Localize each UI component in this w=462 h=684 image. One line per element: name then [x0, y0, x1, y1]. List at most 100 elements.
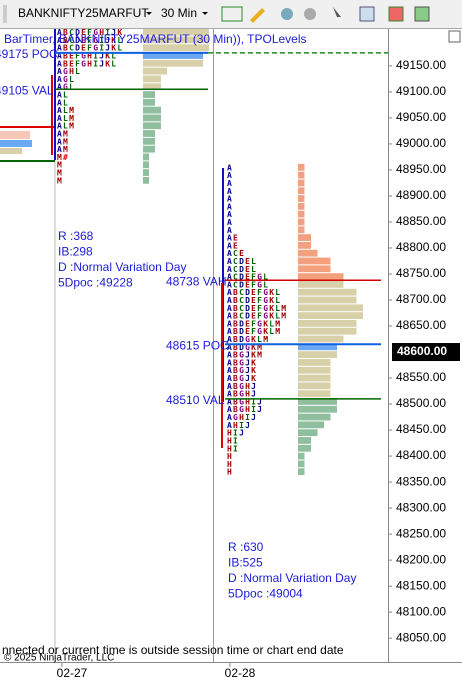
tpo-letters: H	[227, 452, 233, 461]
tpo-letters: ABCDEFGKLM	[227, 303, 287, 312]
y-tick-label: 48800.00	[396, 240, 446, 254]
y-tick-label: 48100.00	[396, 604, 446, 618]
profile-bar	[143, 130, 155, 137]
interval-selector[interactable]: 30 Min	[161, 6, 197, 20]
profile-bar	[298, 382, 331, 390]
tpo-letters: ABCDEFGIJKL	[57, 43, 123, 52]
session-stat: 5Dpoc :49228	[58, 276, 133, 290]
profile-bar	[298, 249, 318, 257]
profile-bar	[298, 468, 305, 476]
session-stat: R :630	[228, 540, 264, 554]
profile-bar	[298, 444, 311, 452]
tpo-letters: ABCDEFGKLM	[227, 311, 287, 320]
level-label: 49175 POC	[0, 47, 58, 61]
y-tick-label: 48950.00	[396, 162, 446, 176]
y-tick-label: 48150.00	[396, 578, 446, 592]
session-stat: D :Normal Variation Day	[58, 260, 186, 274]
tpo-letters: A	[227, 178, 233, 187]
y-tick-label: 48200.00	[396, 552, 446, 566]
level-label: 48510 VAL	[166, 393, 225, 407]
profile-bar	[143, 29, 209, 36]
profile-bar	[143, 153, 149, 161]
profile-bar	[298, 179, 305, 187]
tpo-letters: ABGJKM	[227, 350, 263, 359]
y-tick-label: 48750.00	[396, 266, 446, 280]
x-tick-label: 02-27	[57, 666, 88, 679]
level-label: 48615 POC	[166, 338, 229, 352]
tpo-letters: A	[227, 225, 233, 234]
tpo-letters: ABDGKM	[227, 342, 263, 351]
tpo-letters: AE	[227, 241, 239, 250]
tpo-letters: ACDEL	[227, 264, 257, 273]
tpo-letters: ACDEFGL	[227, 280, 269, 289]
tpo-letters: HIJ	[227, 428, 245, 437]
toolbar	[0, 0, 462, 29]
profile-bar	[298, 273, 344, 280]
profile-bar	[143, 75, 161, 83]
tpo-letters: AM	[57, 137, 69, 146]
tpo-letters: AE	[227, 233, 239, 242]
instrument-selector[interactable]: BANKNIFTY25MARFUT	[18, 6, 149, 20]
y-tick-label: 48400.00	[396, 448, 446, 462]
tpo-letters: A	[227, 217, 233, 226]
x-tick-label: 02-28	[225, 666, 256, 679]
tpo-letters: ABGHJ	[227, 389, 257, 398]
tpo-letters: H	[227, 467, 233, 476]
profile-bar	[143, 161, 149, 169]
profile-bar	[298, 288, 357, 296]
profile-bar	[298, 351, 337, 359]
tpo-letters: ABGJK	[227, 374, 257, 383]
tpo-letters: AL	[57, 90, 69, 99]
tpo-letters: ABGHIJ	[227, 397, 263, 406]
y-tick-label: 48700.00	[396, 292, 446, 306]
profile-bar	[143, 52, 203, 59]
tpo-letters: ABCDEFGKL	[227, 296, 281, 305]
y-tick-label: 48900.00	[396, 188, 446, 202]
profile-bar	[298, 202, 305, 210]
tpo-letters: A	[227, 186, 233, 195]
profile-bar	[298, 195, 305, 202]
profile-bar	[143, 83, 161, 91]
tpo-letters: ABCDEFGIJKL	[57, 35, 123, 44]
profile-bar	[298, 405, 337, 413]
profile-bar	[143, 176, 149, 184]
tpo-letters: ABGJK	[227, 358, 257, 367]
level-label: 48738 VAH	[166, 274, 227, 288]
y-tick-label: 48050.00	[396, 630, 446, 644]
profile-bar	[143, 91, 155, 98]
profile-bar	[298, 359, 331, 366]
profile-bar	[298, 437, 311, 444]
tpo-letters: H	[227, 459, 233, 468]
profile-bar	[143, 59, 203, 67]
profile-bar	[298, 312, 363, 320]
y-tick-label: 49050.00	[396, 110, 446, 124]
session-stat: 5Dpoc :49004	[228, 587, 303, 601]
tpo-letters: ABGJK	[227, 366, 257, 375]
profile-bar	[298, 335, 344, 343]
profile-bar	[298, 390, 331, 398]
profile-bar	[298, 218, 305, 226]
tpo-letters: HI	[227, 436, 239, 445]
y-tick-label: 48300.00	[396, 500, 446, 514]
profile-bar	[143, 122, 161, 130]
profile-bar	[298, 413, 331, 421]
tpo-letters: HI	[227, 444, 239, 453]
tpo-letters: AL	[57, 98, 69, 107]
maximize-button[interactable]	[448, 30, 461, 43]
toolbar-icons[interactable]	[221, 6, 430, 23]
profile-bar	[298, 226, 305, 234]
profile-bar	[143, 98, 155, 106]
tpo-letters: ACDEL	[227, 256, 257, 265]
tpo-letters: ABEFGHIJKL	[57, 51, 117, 60]
tpo-letters: A	[227, 210, 233, 219]
tpo-letters: AGL	[57, 82, 75, 91]
tpo-letters: ABEFGHIJKL	[57, 59, 117, 68]
profile-bar	[298, 320, 357, 327]
profile-bar	[143, 106, 161, 114]
tpo-letters: AGL	[57, 74, 75, 83]
profile-bar	[298, 163, 305, 171]
profile-bar	[298, 398, 337, 405]
profile-bar	[143, 137, 155, 145]
